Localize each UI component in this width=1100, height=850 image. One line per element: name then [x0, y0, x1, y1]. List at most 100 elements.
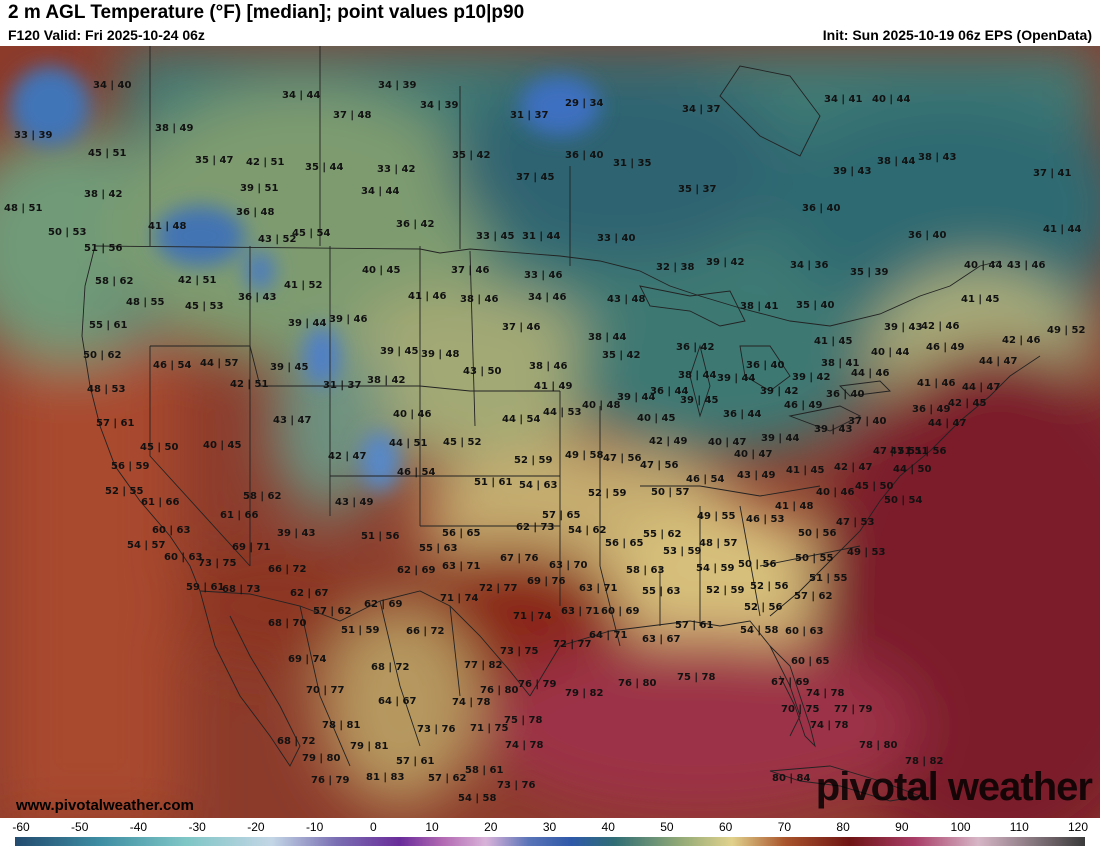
point-value: 62 | 73 [516, 522, 555, 533]
point-value: 39 | 43 [833, 166, 872, 177]
point-value: 43 | 48 [607, 294, 646, 305]
color-scale-tick: 0 [369, 820, 377, 834]
point-value: 39 | 44 [288, 318, 327, 329]
point-value: 67 | 76 [500, 553, 539, 564]
point-value: 75 | 78 [677, 672, 716, 683]
point-value: 39 | 46 [329, 314, 368, 325]
color-scale-tick: 50 [660, 820, 674, 834]
point-value: 50 | 55 [795, 553, 834, 564]
point-value: 49 | 55 [697, 511, 736, 522]
point-value: 63 | 71 [442, 561, 481, 572]
point-value: 54 | 58 [458, 793, 497, 804]
point-value: 53 | 59 [663, 546, 702, 557]
point-value: 68 | 73 [222, 584, 261, 595]
point-value: 39 | 42 [792, 372, 831, 383]
point-value: 56 | 65 [605, 538, 644, 549]
temperature-map[interactable]: 34 | 40 34 | 44 34 | 39 29 | 34 34 | 37 34 | … [0, 46, 1100, 818]
point-value: 44 | 47 [962, 382, 1001, 393]
point-value: 44 | 47 [928, 418, 967, 429]
point-value: 47 | 51 [873, 446, 912, 457]
point-value: 79 | 82 [565, 688, 604, 699]
point-value: 63 | 71 [579, 583, 618, 594]
point-value: 32 | 38 [656, 262, 695, 273]
color-scale-tick: 10 [425, 820, 439, 834]
point-value: 43 | 50 [463, 366, 502, 377]
point-value: 34 | 44 [282, 90, 321, 101]
point-value: 71 | 75 [470, 723, 509, 734]
point-value: 46 | 49 [784, 400, 823, 411]
point-value: 52 | 59 [514, 455, 553, 466]
color-scale-bar [15, 837, 1085, 846]
valid-time: F120 Valid: Fri 2025-10-24 06z [8, 27, 205, 43]
point-value: 31 | 37 [323, 380, 362, 391]
point-value: 45 | 52 [443, 437, 482, 448]
point-value: 37 | 48 [333, 110, 372, 121]
point-value: 38 | 46 [529, 361, 568, 372]
point-value: 50 | 56 [798, 528, 837, 539]
point-value: 58 | 63 [626, 565, 665, 576]
point-value: 67 | 69 [771, 677, 810, 688]
point-value: 39 | 45 [380, 346, 419, 357]
point-value: 38 | 49 [155, 123, 194, 134]
point-value: 51 | 61 [474, 477, 513, 488]
color-scale-tick: 30 [542, 820, 557, 834]
point-value: 51 | 56 [908, 446, 947, 457]
point-value: 36 | 40 [826, 389, 865, 400]
point-value: 61 | 66 [141, 497, 180, 508]
point-value: 72 | 77 [479, 583, 518, 594]
website-watermark[interactable]: www.pivotalweather.com [16, 797, 194, 814]
point-value: 76 | 79 [518, 679, 557, 690]
point-value: 33 | 42 [377, 164, 416, 175]
color-scale-tick: 110 [1009, 820, 1029, 834]
point-value: 36 | 40 [908, 230, 947, 241]
point-value: 60 | 65 [791, 656, 830, 667]
brand-logo: pivotal weather [815, 765, 1093, 809]
point-value: 81 | 83 [366, 772, 405, 783]
point-value: 39 | 44 [717, 373, 756, 384]
point-value: 39 | 51 [240, 183, 279, 194]
point-value: 33 | 39 [14, 130, 53, 141]
point-value: 48 | 57 [699, 538, 738, 549]
point-value: 36 | 40 [802, 203, 841, 214]
point-value: 45 | 50 [140, 442, 179, 453]
point-value: 41 | 46 [408, 291, 447, 302]
point-value: 43 | 46 [1007, 260, 1046, 271]
point-value: 34 | 37 [682, 104, 721, 115]
point-value: 41 | 45 [961, 294, 1000, 305]
point-value: 68 | 70 [268, 618, 307, 629]
point-value: 52 | 56 [744, 602, 783, 613]
point-value: 38 | 42 [367, 375, 406, 386]
point-value: 42 | 47 [328, 451, 367, 462]
point-value: 38 | 41 [821, 358, 860, 369]
point-value: 39 | 42 [706, 257, 745, 268]
point-value: 54 | 59 [696, 563, 735, 574]
point-value: 79 | 81 [350, 741, 389, 752]
point-value: 35 | 42 [602, 350, 641, 361]
point-value: 39 | 45 [680, 395, 719, 406]
init-time: Init: Sun 2025-10-19 06z EPS (OpenData) [822, 27, 1092, 43]
point-value: 56 | 59 [111, 461, 150, 472]
point-value: 45 | 51 [88, 148, 127, 159]
point-value: 37 | 45 [516, 172, 555, 183]
point-value: 40 | 48 [582, 400, 621, 411]
point-value: 78 | 81 [322, 720, 361, 731]
map-title: 2 m AGL Temperature (°F) [median]; point… [8, 2, 525, 23]
point-value: 66 | 72 [268, 564, 307, 575]
point-value: 34 | 39 [378, 80, 417, 91]
color-scale-tick: 100 [950, 820, 971, 834]
color-scale-tick: 80 [836, 820, 850, 834]
point-value: 35 | 47 [195, 155, 234, 166]
color-scale-tick: 120 [1067, 820, 1089, 834]
point-value: 44 | 57 [200, 358, 239, 369]
point-value: 40 | 47 [734, 449, 773, 460]
point-value: 59 | 61 [186, 582, 225, 593]
point-value: 38 | 44 [588, 332, 627, 343]
point-value: 36 | 40 [746, 360, 785, 371]
point-value: 57 | 61 [675, 620, 714, 631]
point-value: 41 | 48 [775, 501, 814, 512]
point-value: 55 | 63 [419, 543, 458, 554]
point-value: 49 | 53 [847, 547, 886, 558]
point-value: 33 | 40 [597, 233, 636, 244]
point-value: 64 | 67 [378, 696, 417, 707]
point-value: 73 | 76 [497, 780, 536, 791]
